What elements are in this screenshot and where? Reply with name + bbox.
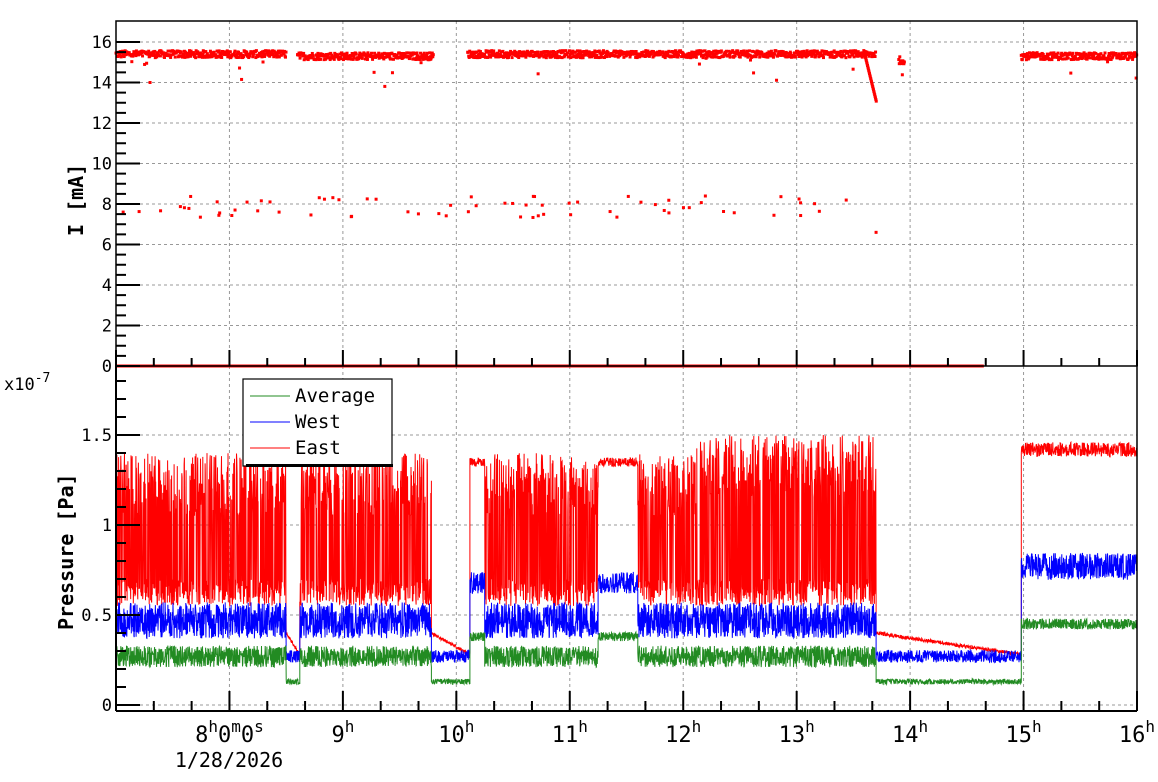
current-scatter	[114, 49, 1139, 368]
x-tick-label: 11h	[552, 717, 588, 748]
x-tick-label: 8h0m0s	[195, 717, 264, 748]
top-y-tick: 12	[92, 114, 112, 134]
x-tick-label: 16h	[1119, 717, 1155, 748]
x-tick-label: 10h	[438, 717, 474, 748]
bottom-y-tick: 1	[102, 516, 112, 536]
top-y-tick: 2	[102, 317, 112, 337]
bottom-y-tick: 0.5	[81, 606, 112, 626]
top-y-tick: 4	[102, 276, 112, 296]
bottom-y-tick: 1.5	[81, 426, 112, 446]
legend: Average West East	[242, 378, 393, 467]
grid	[116, 21, 1138, 711]
x-tick-label: 13h	[779, 717, 815, 748]
axes: 0 2 4 6 8 10 12 14 16 0 0.5 1 1.5 8h0m0s 9h 10h 11h 12h 13…	[81, 20, 1155, 748]
bottom-y-label: Pressure [Pa]	[54, 473, 78, 630]
legend-west-label: West	[295, 411, 341, 433]
pressure-lines	[115, 434, 1138, 687]
bottom-y-tick: 0	[102, 696, 112, 716]
top-y-tick: 14	[92, 74, 112, 94]
top-y-label: I [mA]	[64, 164, 88, 236]
top-y-tick: 8	[102, 195, 112, 215]
x-tick-label: 9h	[331, 717, 354, 748]
x-tick-label: 15h	[1005, 717, 1041, 748]
top-y-tick: 16	[92, 33, 112, 53]
x-date-label: 1/28/2026	[175, 748, 283, 772]
top-y-tick: 0	[102, 357, 112, 377]
legend-average-label: Average	[295, 385, 375, 407]
top-y-tick: 10	[92, 155, 112, 175]
legend-east-label: East	[295, 437, 341, 459]
x-tick-label: 12h	[665, 717, 701, 748]
x-tick-label: 14h	[892, 717, 928, 748]
top-y-tick: 6	[102, 236, 112, 256]
multiplier-label: x10-7	[4, 371, 50, 395]
